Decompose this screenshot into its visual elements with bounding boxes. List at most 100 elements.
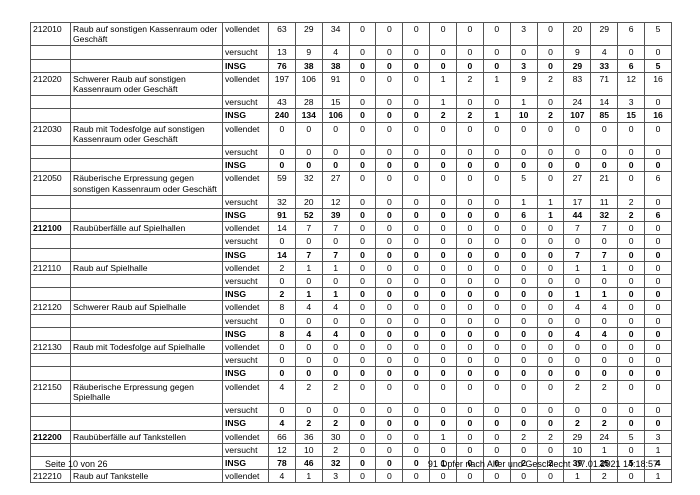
code-cell (30, 353, 71, 368)
value-cell: 6 (617, 21, 646, 47)
value-cell: 0 (268, 353, 296, 368)
status-cell: INSG (222, 416, 269, 431)
code-cell: 212110 (30, 260, 71, 276)
value-cell: 0 (321, 274, 350, 289)
value-cell: 0 (617, 121, 646, 147)
value-cell: 0 (375, 121, 404, 147)
value-cell: 0 (429, 194, 458, 210)
value-cell: 0 (429, 171, 458, 196)
value-cell: 0 (482, 21, 511, 47)
value-cell: 0 (482, 171, 511, 196)
value-cell: 7 (294, 221, 323, 236)
value-cell: 1 (644, 469, 672, 484)
value-cell: 0 (429, 313, 458, 328)
table-row: versucht 43 28 15 0 0 0 1 0 0 1 0 24 14 3 0 (30, 95, 672, 110)
value-cell: 0 (536, 403, 565, 418)
value-cell: 1 (294, 260, 323, 276)
table-row: versucht 0 0 0 0 0 0 0 0 0 0 0 0 0 0 0 (30, 145, 672, 160)
value-cell: 14 (268, 247, 296, 262)
value-cell: 0 (294, 313, 323, 328)
value-cell: 0 (617, 234, 646, 249)
value-cell: 0 (509, 300, 538, 315)
value-cell: 0 (294, 121, 323, 147)
value-cell: 0 (429, 121, 458, 147)
value-cell: 66 (268, 429, 296, 444)
value-cell: 0 (536, 21, 565, 47)
value-cell: 0 (644, 287, 672, 302)
value-cell: 2 (456, 108, 484, 123)
status-cell: INSG (222, 455, 269, 471)
value-cell: 0 (456, 208, 484, 223)
value-cell: 0 (348, 121, 377, 147)
value-cell: 0 (509, 416, 538, 431)
value-cell: 0 (482, 260, 511, 276)
value-cell: 0 (375, 95, 404, 110)
value-cell: 1 (482, 71, 511, 97)
value-cell: 83 (563, 71, 592, 97)
value-cell: 0 (402, 442, 431, 457)
value-cell: 0 (563, 234, 592, 249)
code-cell (30, 403, 71, 418)
description-cell (70, 158, 223, 173)
value-cell: 0 (590, 274, 619, 289)
value-cell: 0 (509, 45, 538, 60)
value-cell: 0 (375, 340, 404, 355)
value-cell: 1 (563, 469, 592, 484)
value-cell: 0 (402, 221, 431, 236)
status-cell: versucht (222, 274, 269, 289)
code-cell (30, 274, 71, 289)
value-cell: 10 (294, 442, 323, 457)
value-cell: 7 (321, 221, 350, 236)
code-cell: 212200 (30, 429, 71, 444)
value-cell: 0 (402, 366, 431, 381)
table-row: 212130 Raub mit Todesfolge auf Spielhalle… (30, 340, 672, 355)
value-cell: 91 (268, 208, 296, 223)
value-cell: 0 (375, 45, 404, 60)
table-row: INSG 76 38 38 0 0 0 0 0 0 3 0 29 33 6 5 (30, 58, 672, 73)
code-cell (30, 145, 71, 160)
table-row: INSG 240 134 106 0 0 0 2 2 1 10 2 107 85 15 16 (30, 108, 672, 123)
table-row: 212110 Raub auf Spielhalle vollendet 2 1 1 0 0 0… (30, 260, 672, 276)
value-cell: 0 (482, 45, 511, 60)
status-cell: versucht (222, 234, 269, 249)
value-cell: 2 (590, 379, 619, 405)
value-cell: 0 (348, 171, 377, 196)
value-cell: 0 (348, 21, 377, 47)
value-cell: 0 (402, 326, 431, 342)
code-cell: 212100 (30, 221, 71, 236)
value-cell: 0 (402, 234, 431, 249)
value-cell: 29 (563, 429, 592, 444)
value-cell: 0 (482, 442, 511, 457)
value-cell: 27 (563, 171, 592, 196)
value-cell: 30 (321, 429, 350, 444)
value-cell: 2 (294, 379, 323, 405)
value-cell: 0 (375, 287, 404, 302)
value-cell: 0 (429, 353, 458, 368)
table-row: INSG 8 4 4 0 0 0 0 0 0 0 0 4 4 0 0 (30, 326, 672, 342)
value-cell: 12 (268, 442, 296, 457)
value-cell: 0 (482, 469, 511, 484)
value-cell: 0 (536, 287, 565, 302)
value-cell: 3 (509, 21, 538, 47)
table-row: 212030 Raub mit Todesfolge auf sonstigen … (30, 121, 672, 147)
value-cell: 0 (590, 234, 619, 249)
value-cell: 0 (482, 313, 511, 328)
status-cell: INSG (222, 366, 269, 381)
value-cell: 0 (482, 403, 511, 418)
value-cell: 0 (294, 274, 323, 289)
code-cell: 212150 (30, 379, 71, 405)
value-cell: 0 (509, 353, 538, 368)
value-cell: 36 (294, 429, 323, 444)
value-cell: 20 (294, 194, 323, 210)
value-cell: 2 (321, 379, 350, 405)
code-cell: 212120 (30, 300, 71, 315)
value-cell: 6 (644, 208, 672, 223)
value-cell: 0 (482, 379, 511, 405)
value-cell: 1 (590, 260, 619, 276)
value-cell: 0 (402, 95, 431, 110)
table-row: versucht 0 0 0 0 0 0 0 0 0 0 0 0 0 0 0 (30, 274, 672, 289)
value-cell: 14 (268, 221, 296, 236)
value-cell: 0 (321, 121, 350, 147)
value-cell: 0 (617, 158, 646, 173)
